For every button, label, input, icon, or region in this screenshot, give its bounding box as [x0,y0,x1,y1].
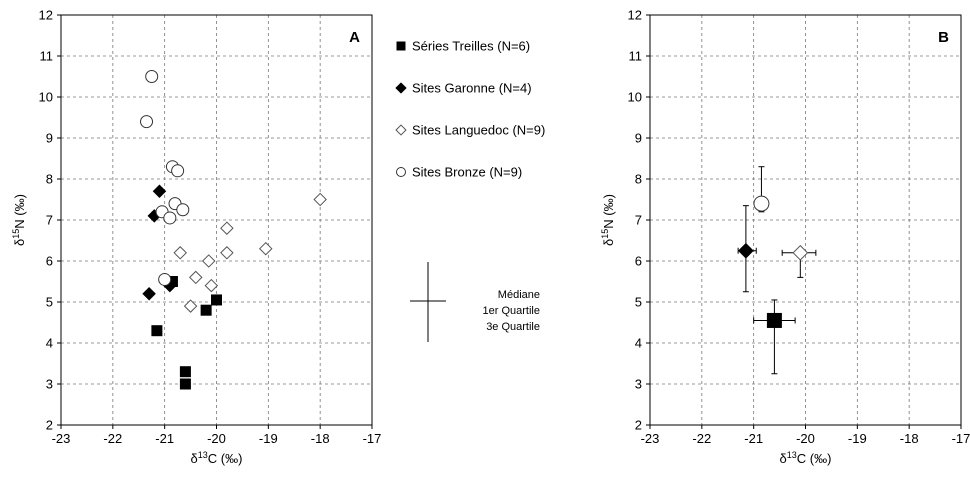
y-tick-label: 2 [635,418,642,433]
data-point [173,246,187,260]
x-tick-label: -19 [259,431,278,446]
y-tick-label: 8 [46,172,53,187]
series-summary-sites-languedoc-n-9 [781,244,817,278]
legend-label: Sites Garonne (N=4) [412,81,532,96]
y-tick-label: 10 [628,90,642,105]
legend-marker [395,82,407,94]
y-tick-label: 6 [635,254,642,269]
y-tick-label: 7 [635,213,642,228]
y-axis-label: δ15N (‰) [11,194,27,246]
panel-label: A [349,29,360,46]
x-tick-label: -22 [692,431,711,446]
legend-marker [395,124,407,136]
y-tick-label: 7 [46,213,53,228]
x-tick-label: -18 [900,431,919,446]
data-point [171,164,185,178]
x-axis-label: δ13C (‰) [191,450,243,466]
data-point [258,241,273,256]
data-point [163,211,177,225]
legend-marker [396,167,406,177]
y-tick-label: 4 [635,336,642,351]
y-tick-label: 9 [635,131,642,146]
data-point [189,270,203,285]
legend-item-s-ries-treilles-n-6: Séries Treilles (N=6) [396,39,530,54]
chart-panel-b: -23 -22 -21 -20 -19 -18 -17 2 3 4 5 6 7 8 9 10 11 12 δ13C … [600,8,970,467]
key-label: 1er Quartile [483,305,540,317]
median-marker [753,195,770,212]
y-tick-label: 12 [39,8,53,23]
gridlines [650,15,961,425]
series-summary-sites-bronze-n-9 [753,166,770,213]
data-point [158,272,172,286]
x-tick-label: -23 [52,431,71,446]
legend-item-sites-garonne-n-4: Sites Garonne (N=4) [395,81,532,96]
x-axis-label: δ13C (‰) [780,450,832,466]
y-tick-label: 2 [46,418,53,433]
y-tick-label: 11 [629,49,643,64]
y-tick-label: 11 [40,49,54,64]
y-tick-label: 9 [46,131,53,146]
x-tick-label: -23 [641,431,660,446]
x-tick-label: -20 [207,431,226,446]
y-tick-label: 3 [46,377,53,392]
data-point [179,378,191,390]
data-point [142,287,156,301]
gridlines [61,15,372,425]
legend: Séries Treilles (N=6) Sites Garonne (N=4)… [395,39,545,180]
data-point [145,70,159,83]
series-summary-sites-garonne-n-4 [737,205,757,293]
error-key: Médiane 1er Quartile 3e Quartile [410,262,540,342]
x-tick-label: -17 [363,431,382,446]
legend-label: Sites Languedoc (N=9) [412,123,545,138]
data-point [200,304,212,316]
data-point [152,184,167,199]
x-tick-label: -18 [311,431,330,446]
data-point [220,246,234,260]
series-sites-bronze-n-9 [140,70,190,286]
series-s-ries-treilles-n-6 [151,276,222,390]
series-sites-garonne-n-4 [142,184,177,301]
data-point [183,299,198,313]
chart-panel-a: -23 -22 -21 -20 -19 -18 -17 2 3 4 5 6 7 8 9 10 11 12 δ13C … [11,8,381,467]
panel-label: B [938,29,949,46]
data-point [313,192,327,207]
median-marker [766,312,782,328]
key-label: 3e Quartile [486,321,540,333]
data-point [201,254,216,268]
data-point [151,325,163,337]
data-point [179,366,191,378]
median-marker [738,242,754,259]
legend-item-sites-bronze-n-9: Sites Bronze (N=9) [396,165,522,180]
x-tick-label: -21 [744,431,763,446]
y-tick-label: 12 [628,8,642,23]
y-tick-label: 6 [46,254,53,269]
y-tick-label: 5 [635,295,642,310]
x-tick-label: -22 [103,431,122,446]
x-tick-label: -17 [952,431,970,446]
y-tick-label: 5 [46,295,53,310]
x-tick-label: -19 [848,431,867,446]
y-tick-label: 3 [635,377,642,392]
x-tick-label: -21 [155,431,174,446]
legend-label: Sites Bronze (N=9) [412,165,522,180]
y-axis-label: δ15N (‰) [600,194,616,246]
y-tick-label: 10 [39,90,53,105]
key-label: Médiane [498,289,540,301]
median-marker [792,244,809,261]
data-point [220,221,234,235]
y-tick-label: 8 [635,172,642,187]
legend-label: Séries Treilles (N=6) [412,39,530,54]
data-point [204,278,219,293]
y-tick-label: 4 [46,336,53,351]
x-tick-label: -20 [796,431,815,446]
data-point [176,203,190,217]
data-point [211,294,222,306]
data-point [140,115,154,129]
series-sites-languedoc-n-9 [173,192,327,313]
series-summary-s-ries-treilles-n-6 [753,299,796,375]
legend-marker [396,41,406,51]
legend-item-sites-languedoc-n-9: Sites Languedoc (N=9) [395,123,545,138]
